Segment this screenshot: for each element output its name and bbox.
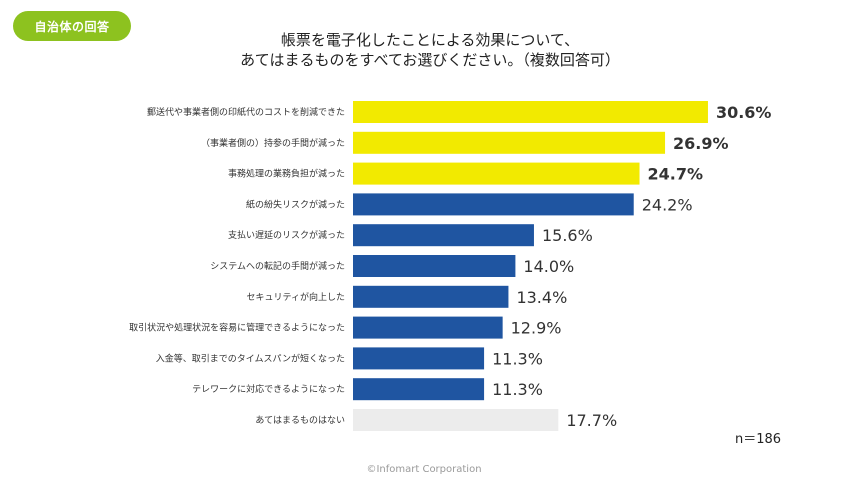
respondent-badge: 自治体の回答	[13, 11, 131, 41]
bar	[353, 101, 708, 123]
value-label: 13.4%	[516, 288, 567, 307]
bar	[353, 285, 509, 308]
bar	[353, 316, 503, 339]
sample-size-label: n＝186	[735, 432, 782, 447]
category-label: システムへの転記の手間が減った	[210, 260, 345, 272]
bar	[353, 224, 534, 247]
bar	[353, 193, 634, 216]
category-label: 郵送代や事業者側の印紙代のコストを削減できた	[147, 106, 345, 118]
bar	[353, 162, 640, 185]
bar	[353, 347, 485, 370]
value-label: 24.7%	[648, 165, 704, 184]
value-label: 15.6%	[542, 226, 593, 245]
category-label: テレワークに対応できるようになった	[192, 383, 345, 395]
value-label: 26.9%	[673, 134, 729, 153]
bar	[353, 255, 516, 277]
category-label: 入金等、取引までのタイムスパンが短くなった	[156, 352, 345, 364]
category-label: 紙の紛失リスクが減った	[246, 198, 345, 210]
value-label: 11.3%	[492, 349, 543, 368]
chart-title: 帳票を電子化したことによる効果について、 あてはまるものをすべてお選びください。…	[150, 30, 710, 70]
category-label: 事務処理の業務負担が減った	[228, 168, 345, 180]
chart-title-line-1: 帳票を電子化したことによる効果について、	[280, 31, 580, 49]
category-label: 取引状況や処理状況を容易に管理できるようになった	[129, 322, 345, 334]
bar	[353, 131, 666, 154]
value-label: 14.0%	[523, 257, 574, 276]
category-label: あてはまるものはない	[255, 415, 345, 426]
value-label: 11.3%	[492, 380, 543, 399]
bar	[353, 409, 559, 431]
chart-title-line-2: あてはまるものをすべてお選びください。（複数回答可）	[240, 51, 620, 69]
bar	[353, 378, 485, 401]
category-label: セキュリティが向上した	[247, 291, 345, 303]
value-label: 30.6%	[716, 103, 772, 122]
category-label: 支払い遅延のリスクが減った	[228, 229, 345, 241]
copyright-footer: ©Infomart Corporation	[366, 464, 482, 475]
category-label: （事業者側の）持参の手間が減った	[201, 137, 345, 149]
value-label: 24.2%	[642, 195, 693, 214]
value-label: 17.7%	[566, 411, 617, 430]
value-label: 12.9%	[511, 319, 562, 338]
